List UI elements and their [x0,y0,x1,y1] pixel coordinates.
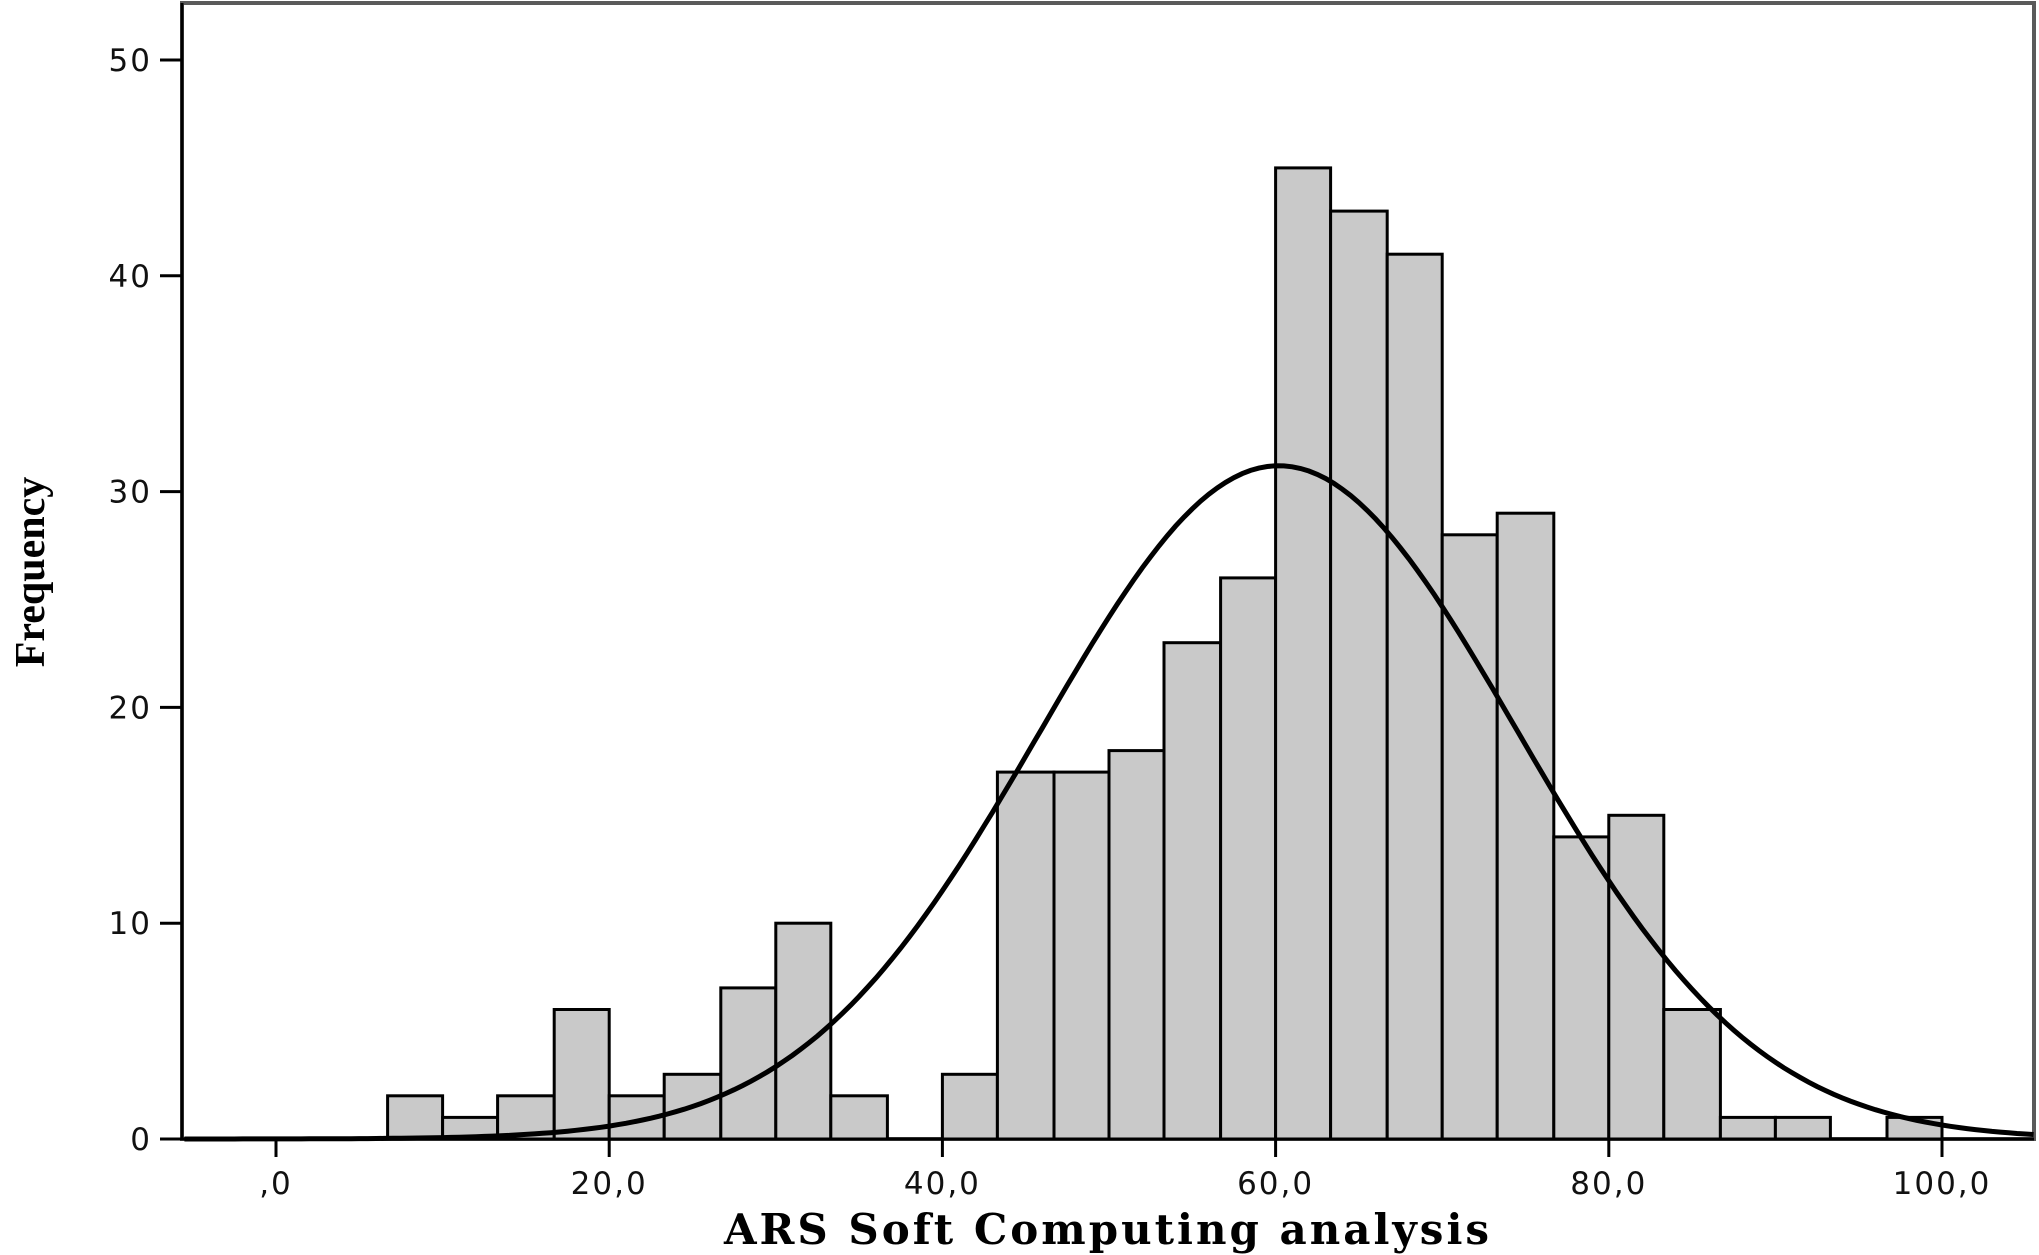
histogram-bar [1162,641,1223,1141]
y-tick-label: 10 [109,906,152,942]
histogram-bar [1773,1115,1832,1141]
x-tick-label: 80,0 [1570,1166,1647,1202]
histogram-bar [1552,835,1611,1141]
x-tick-label: ,0 [259,1166,293,1202]
histogram-bar [719,986,778,1141]
histogram-bar [1662,1008,1722,1141]
normal-curve [184,463,2034,1142]
histogram-bar [1052,770,1111,1141]
x-tick-label: 100,0 [1893,1166,1992,1202]
x-ticks-layer: ,0 20,0 40,0 60,0 80,0 100,0 [259,1139,1992,1202]
y-tick-label: 40 [109,259,152,295]
y-axis-label: Frequency [8,477,54,668]
y-tick-label: 0 [130,1122,152,1158]
y-tick-label: 20 [109,690,152,726]
histogram-bar [1329,209,1389,1141]
x-tick-label: 40,0 [904,1166,981,1202]
histogram-bar [829,1094,889,1141]
histogram-bar [1718,1115,1777,1141]
y-tick-label: 50 [109,43,152,79]
x-tick-label: 20,0 [571,1166,648,1202]
histogram-bar [552,1008,611,1141]
histogram-bar [1440,533,1499,1141]
histogram-bar [995,770,1056,1141]
x-axis-label: ARS Soft Computing analysis [723,1205,1492,1254]
histogram-bar [1607,813,1666,1141]
histogram-bar [1495,511,1556,1141]
y-ticks-layer: 0 10 20 30 40 50 [109,43,182,1158]
histogram-bar [1219,576,1278,1141]
x-tick-label: 60,0 [1237,1166,1314,1202]
histogram-bar [386,1094,445,1141]
histogram-bar [940,1072,999,1141]
histogram-bar [1274,166,1333,1141]
histogram-bar [1385,252,1444,1141]
histogram-bar [1107,749,1166,1141]
y-tick-label: 30 [109,475,152,511]
